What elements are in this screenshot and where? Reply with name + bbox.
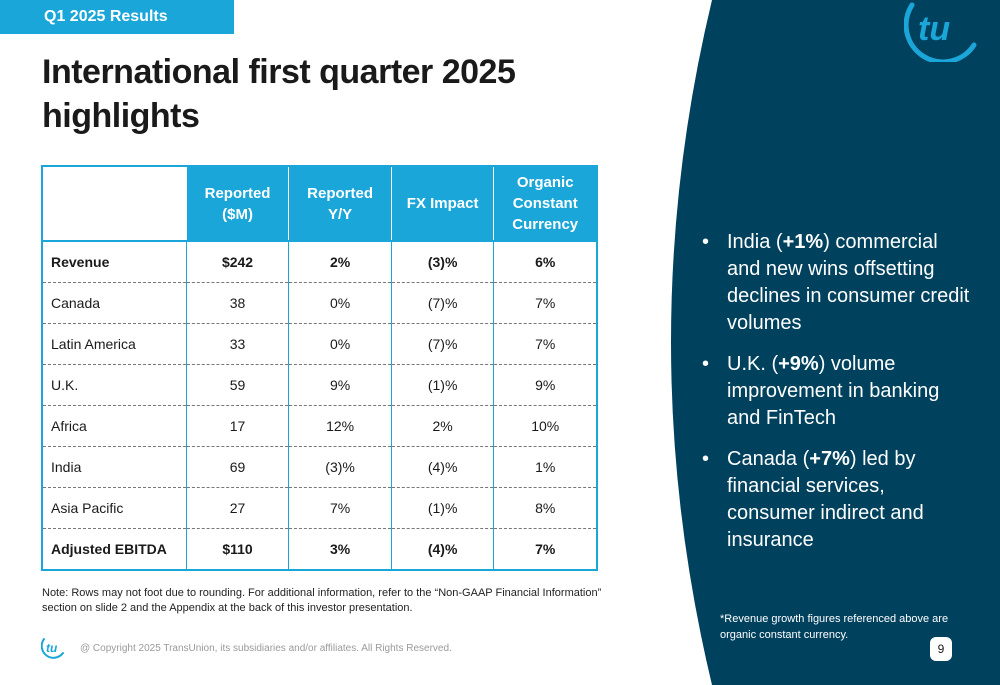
highlight-item: • U.K. (+9%) volume improvement in bankin… bbox=[700, 351, 975, 432]
cell-organic: 10% bbox=[493, 405, 597, 447]
cell-reported: 17 bbox=[185, 405, 289, 447]
cell-organic: 1% bbox=[493, 446, 597, 488]
row-label: U.K. bbox=[42, 364, 187, 406]
highlight-item: • India (+1%) commercial and new wins off… bbox=[700, 229, 975, 337]
cell-organic: 7% bbox=[493, 528, 597, 570]
cell-fx: (1)% bbox=[390, 364, 494, 406]
cell-fx: (1)% bbox=[390, 487, 494, 529]
cell-organic: 8% bbox=[493, 487, 597, 529]
section-tag: Q1 2025 Results bbox=[0, 0, 234, 34]
cell-yy: 12% bbox=[288, 405, 392, 447]
results-table: Reported ($M) Reported Y/Y FX Impact Org… bbox=[41, 165, 598, 571]
cell-yy: 7% bbox=[288, 487, 392, 529]
table-row: Latin America 33 0% (7)% 7% bbox=[42, 323, 597, 365]
row-label: Africa bbox=[42, 405, 187, 447]
cell-reported: 33 bbox=[185, 323, 289, 365]
bullet-icon: • bbox=[702, 353, 710, 375]
logo-text: tu bbox=[918, 10, 950, 48]
bullet-icon: • bbox=[702, 448, 710, 470]
header-blank bbox=[42, 166, 187, 241]
header-organic-cc: Organic Constant Currency bbox=[493, 166, 597, 241]
highlights-list: • India (+1%) commercial and new wins off… bbox=[700, 229, 975, 568]
highlight-pre: U.K. ( bbox=[727, 353, 779, 375]
table-row: Canada 38 0% (7)% 7% bbox=[42, 282, 597, 324]
revenue-footnote: *Revenue growth figures referenced above… bbox=[720, 613, 949, 641]
cell-fx: (4)% bbox=[390, 446, 494, 488]
cell-organic: 7% bbox=[493, 282, 597, 324]
cell-reported: $110 bbox=[185, 528, 289, 570]
table-row: Africa 17 12% 2% 10% bbox=[42, 405, 597, 447]
row-label: Adjusted EBITDA bbox=[42, 528, 187, 570]
cell-organic: 7% bbox=[493, 323, 597, 365]
cell-reported: 59 bbox=[185, 364, 289, 406]
table-note: Note: Rows may not foot due to rounding.… bbox=[42, 587, 602, 614]
header-reported-yy: Reported Y/Y bbox=[288, 166, 392, 241]
row-label: Canada bbox=[42, 282, 187, 324]
cell-yy: 9% bbox=[288, 364, 392, 406]
cell-organic: 6% bbox=[493, 240, 597, 283]
cell-fx: (7)% bbox=[390, 282, 494, 324]
cell-fx: (7)% bbox=[390, 323, 494, 365]
highlight-value: +9% bbox=[778, 353, 819, 375]
cell-reported: 69 bbox=[185, 446, 289, 488]
bullet-icon: • bbox=[702, 231, 710, 253]
highlight-pre: Canada ( bbox=[727, 448, 810, 470]
page-number: 9 bbox=[930, 637, 952, 661]
cell-yy: (3)% bbox=[288, 446, 392, 488]
highlight-item: • Canada (+7%) led by financial services,… bbox=[700, 446, 975, 554]
footer-logo-text: tu bbox=[46, 641, 58, 655]
table-row: Asia Pacific 27 7% (1)% 8% bbox=[42, 487, 597, 529]
table-row: India 69 (3)% (4)% 1% bbox=[42, 446, 597, 488]
transunion-logo-icon: tu bbox=[904, 2, 977, 62]
cell-fx: (4)% bbox=[390, 528, 494, 570]
copyright-text: @ Copyright 2025 TransUnion, its subsidi… bbox=[80, 643, 452, 654]
row-label: Asia Pacific bbox=[42, 487, 187, 529]
footer-logo-icon: tu bbox=[41, 638, 64, 659]
cell-yy: 0% bbox=[288, 282, 392, 324]
cell-fx: 2% bbox=[390, 405, 494, 447]
cell-reported: $242 bbox=[185, 240, 289, 283]
cell-yy: 0% bbox=[288, 323, 392, 365]
table-header-row: Reported ($M) Reported Y/Y FX Impact Org… bbox=[42, 166, 597, 241]
cell-fx: (3)% bbox=[390, 240, 494, 283]
header-fx-impact: FX Impact bbox=[390, 166, 494, 241]
row-label: Revenue bbox=[42, 240, 187, 283]
highlight-post: ) commercial and new wins offsetting dec… bbox=[727, 231, 970, 334]
highlight-value: +7% bbox=[809, 448, 850, 470]
highlight-value: +1% bbox=[782, 231, 824, 253]
highlight-post: ) volume improvement in banking and FinT… bbox=[727, 353, 940, 429]
highlight-pre: India ( bbox=[727, 231, 783, 253]
table-row: Revenue $242 2% (3)% 6% bbox=[42, 240, 597, 283]
table-row: Adjusted EBITDA $110 3% (4)% 7% bbox=[42, 528, 597, 570]
row-label: India bbox=[42, 446, 187, 488]
cell-yy: 3% bbox=[288, 528, 392, 570]
cell-organic: 9% bbox=[493, 364, 597, 406]
cell-yy: 2% bbox=[288, 240, 392, 283]
page-title: International first quarter 2025 highlig… bbox=[42, 53, 516, 135]
cell-reported: 38 bbox=[185, 282, 289, 324]
cell-reported: 27 bbox=[185, 487, 289, 529]
table-row: U.K. 59 9% (1)% 9% bbox=[42, 364, 597, 406]
header-reported-dollars: Reported ($M) bbox=[185, 166, 289, 241]
row-label: Latin America bbox=[42, 323, 187, 365]
highlight-post: ) led by financial services, consumer in… bbox=[727, 448, 924, 551]
